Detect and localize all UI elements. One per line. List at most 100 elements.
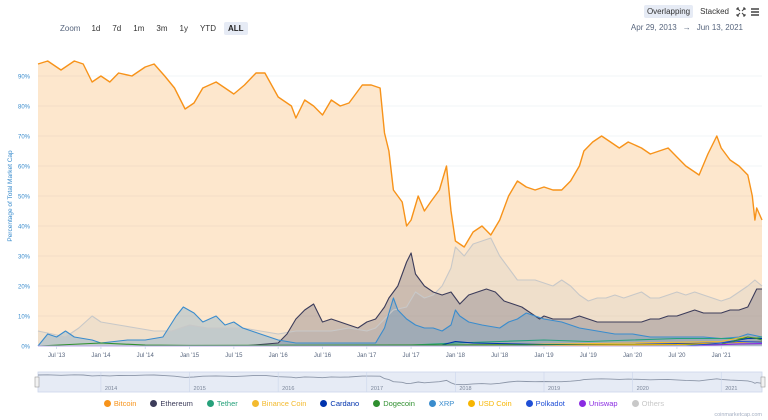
navigator-year-label: 2014 <box>105 386 117 392</box>
legend-dot <box>373 400 381 407</box>
y-tick-label: 40% <box>18 225 31 231</box>
y-tick-label: 10% <box>18 315 31 321</box>
x-tick-label: Jan '20 <box>623 353 643 359</box>
x-tick-label: Jul '20 <box>668 353 686 359</box>
navigator-handle-right[interactable] <box>760 376 766 388</box>
zoom-all-button[interactable]: ALL <box>223 21 248 35</box>
zoom-7d-button[interactable]: 7d <box>112 23 122 33</box>
overlapping-button[interactable]: Overlapping <box>643 5 694 18</box>
legend-item-dogecoin[interactable]: Dogecoin <box>373 399 415 408</box>
legend-label: XRP <box>438 399 455 408</box>
legend-item-others[interactable]: Others <box>631 399 665 408</box>
series-lines <box>37 60 763 347</box>
legend-item-bitcoin[interactable]: Bitcoin <box>103 399 137 408</box>
y-tick-label: 30% <box>18 255 31 261</box>
legend-dot <box>150 400 158 407</box>
navigator-year-label: 2021 <box>725 386 737 392</box>
stacked-button[interactable]: Stacked <box>700 7 729 16</box>
x-tick-label: Jul '15 <box>225 353 243 359</box>
zoom-1d-button[interactable]: 1d <box>91 23 101 33</box>
legend-label: USD Coin <box>478 399 512 408</box>
zoom-ytd-button[interactable]: YTD <box>199 23 216 33</box>
legend-dot <box>103 400 111 407</box>
x-tick-label: Jul '19 <box>580 353 598 359</box>
x-tick-label: Jul '18 <box>491 353 509 359</box>
x-tick-label: Jul '17 <box>402 353 420 359</box>
navigator-handle-left[interactable] <box>34 376 40 388</box>
legend: Bitcoin Ethereum Tether Binance Coin Cardano… <box>0 399 768 408</box>
x-tick-label: Jan '19 <box>534 353 554 359</box>
series-areas <box>38 61 762 346</box>
legend-label: Others <box>641 399 665 408</box>
legend-dot <box>631 400 639 407</box>
market-dominance-chart: 0% 10% 20% 30% 40% 50% 60% 70% 80% 90% Jul '13 Jan… <box>7 60 766 393</box>
legend-dot <box>428 400 436 407</box>
navigator-year-label: 2015 <box>194 386 206 392</box>
legend-item-xrp[interactable]: XRP <box>428 399 455 408</box>
legend-item-ethereum[interactable]: Ethereum <box>150 399 193 408</box>
legend-item-uniswap[interactable]: Uniswap <box>578 399 618 408</box>
zoom-toolbar: Zoom 1d 7d 1m 3m 1y YTD ALL <box>60 21 248 35</box>
legend-label: Uniswap <box>588 399 618 408</box>
y-axis-label: Percentage of Total Market Cap <box>7 150 14 242</box>
navigator-year-label: 2017 <box>371 386 383 392</box>
y-tick-label: 0% <box>21 345 30 351</box>
date-to[interactable]: Jun 13, 2021 <box>696 23 743 32</box>
legend-label: Bitcoin <box>113 399 137 408</box>
legend-dot <box>525 400 533 407</box>
legend-item-polkadot[interactable]: Polkadot <box>525 399 565 408</box>
navigator-year-label: 2018 <box>459 386 471 392</box>
x-tick-label: Jan '14 <box>91 353 111 359</box>
y-tick-label: 50% <box>18 195 31 201</box>
bitcoin-area <box>38 61 762 346</box>
xrp-line[interactable] <box>37 297 763 347</box>
zoom-3m-button[interactable]: 3m <box>156 23 168 33</box>
legend-label: Ethereum <box>160 399 193 408</box>
x-axis: Jul '13 Jan '14 Jul '14 Jan '15 Jul '15 Jan '… <box>38 345 762 359</box>
legend-item-cardano[interactable]: Cardano <box>320 399 359 408</box>
navigator-year-label: 2019 <box>548 386 560 392</box>
y-axis: 0% 10% 20% 30% 40% 50% 60% 70% 80% 90% <box>18 75 31 351</box>
legend-dot <box>320 400 328 407</box>
y-tick-label: 60% <box>18 165 31 171</box>
x-tick-label: Jul '14 <box>137 353 155 359</box>
ethereum-area <box>38 253 762 346</box>
zoom-label: Zoom <box>60 23 81 33</box>
x-tick-label: Jan '18 <box>446 353 466 359</box>
y-tick-label: 90% <box>18 75 31 81</box>
x-tick-label: Jan '21 <box>712 353 732 359</box>
fullscreen-icon[interactable] <box>736 7 746 17</box>
mode-toolbar: Overlapping Stacked <box>643 5 760 18</box>
legend-label: Binance Coin <box>261 399 307 408</box>
zoom-1m-button[interactable]: 1m <box>133 23 145 33</box>
x-tick-label: Jan '15 <box>180 353 200 359</box>
x-tick-label: Jul '13 <box>48 353 66 359</box>
legend-label: Cardano <box>330 399 360 408</box>
ethereum-line[interactable] <box>38 252 762 347</box>
legend-dot <box>468 400 476 407</box>
others-area <box>38 238 762 346</box>
zoom-1y-button[interactable]: 1y <box>179 23 188 33</box>
legend-label: Dogecoin <box>383 399 415 408</box>
legend-label: Tether <box>216 399 238 408</box>
navigator-series <box>37 374 763 386</box>
x-tick-label: Jul '16 <box>314 353 332 359</box>
y-tick-label: 80% <box>18 105 31 111</box>
legend-item-tether[interactable]: Tether <box>206 399 238 408</box>
others-line[interactable] <box>37 237 763 338</box>
dogecoin-line[interactable] <box>37 336 763 347</box>
watermark: coinmarketcap.com <box>714 412 762 418</box>
x-tick-label: Jan '16 <box>269 353 289 359</box>
navigator[interactable]: 2014 2015 2016 2017 2018 2019 2020 2021 <box>34 371 766 393</box>
bitcoin-line[interactable] <box>37 60 763 248</box>
date-arrow: → <box>682 23 691 32</box>
date-from[interactable]: Apr 29, 2013 <box>630 23 677 32</box>
y-tick-label: 70% <box>18 135 31 141</box>
menu-icon[interactable] <box>750 7 760 17</box>
legend-item-usd-coin[interactable]: USD Coin <box>468 399 512 408</box>
legend-item-binance-coin[interactable]: Binance Coin <box>251 399 307 408</box>
legend-dot <box>578 400 586 407</box>
legend-dot <box>251 400 259 407</box>
navigator-year-label: 2020 <box>637 386 649 392</box>
date-range: Apr 29, 2013 → Jun 13, 2021 <box>631 23 743 32</box>
